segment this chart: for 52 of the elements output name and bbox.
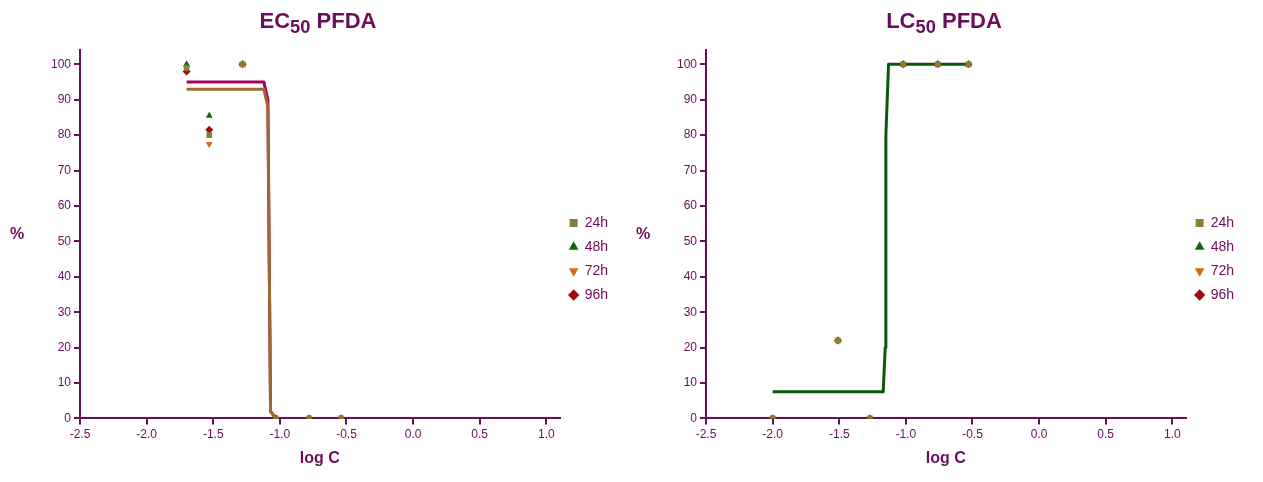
x-tick-label: -2.0 [762,426,784,441]
y-axis-title: % [636,224,651,242]
x-tick-label: -1.5 [202,426,224,441]
y-tick-label: 40 [57,269,72,284]
legend-label: 96h [584,285,608,302]
y-tick-label: 0 [690,410,698,425]
y-tick-label: 20 [683,339,698,354]
y-tick-label: 80 [57,127,72,142]
y-tick-label: 70 [683,162,698,177]
x-tick-label: -2.5 [695,426,717,441]
y-tick-label: 90 [683,92,698,107]
y-tick-label: 40 [683,269,698,284]
y-tick-label: 20 [57,339,72,354]
x-tick-label: 0.0 [1030,426,1048,441]
x-tick-label: -1.0 [895,426,917,441]
y-tick-label: 50 [683,233,698,248]
x-axis-title: log C [925,448,967,466]
legend-label: 48h [1210,237,1234,254]
y-tick-label: 100 [676,56,698,71]
legend-label: 48h [584,237,608,254]
legend-label: 24h [584,213,608,230]
x-tick-label: 0.5 [1097,426,1115,441]
y-tick-label: 70 [57,162,72,177]
x-tick-label: -1.0 [269,426,291,441]
legend-label: 96h [1210,285,1234,302]
x-tick-label: 1.0 [1163,426,1181,441]
y-tick-label: 60 [57,198,72,213]
y-tick-label: 10 [57,375,72,390]
x-tick-label: -2.5 [69,426,91,441]
y-tick-label: 90 [57,92,72,107]
x-tick-label: -0.5 [336,426,358,441]
legend-label: 72h [584,261,608,278]
legend-label: 72h [1210,261,1234,278]
chart-title: LC$_{50}$ PFDA [885,8,1003,40]
y-tick-label: 60 [683,198,698,213]
legend-label: 24h [1210,213,1234,230]
x-tick-label: 1.0 [537,426,555,441]
x-axis-title: log C [299,448,341,466]
x-tick-label: -2.0 [136,426,158,441]
x-tick-label: 0.0 [404,426,422,441]
y-axis-title: % [10,224,25,242]
y-tick-label: 30 [57,304,72,319]
y-tick-label: 100 [50,56,72,71]
chart-title: EC$_{50}$ PFDA [258,8,378,40]
x-tick-label: 0.5 [471,426,489,441]
y-tick-label: 50 [57,233,72,248]
x-tick-label: -0.5 [962,426,984,441]
y-tick-label: 80 [683,127,698,142]
y-tick-label: 0 [64,410,72,425]
x-tick-label: -1.5 [828,426,850,441]
y-tick-label: 30 [683,304,698,319]
y-tick-label: 10 [683,375,698,390]
